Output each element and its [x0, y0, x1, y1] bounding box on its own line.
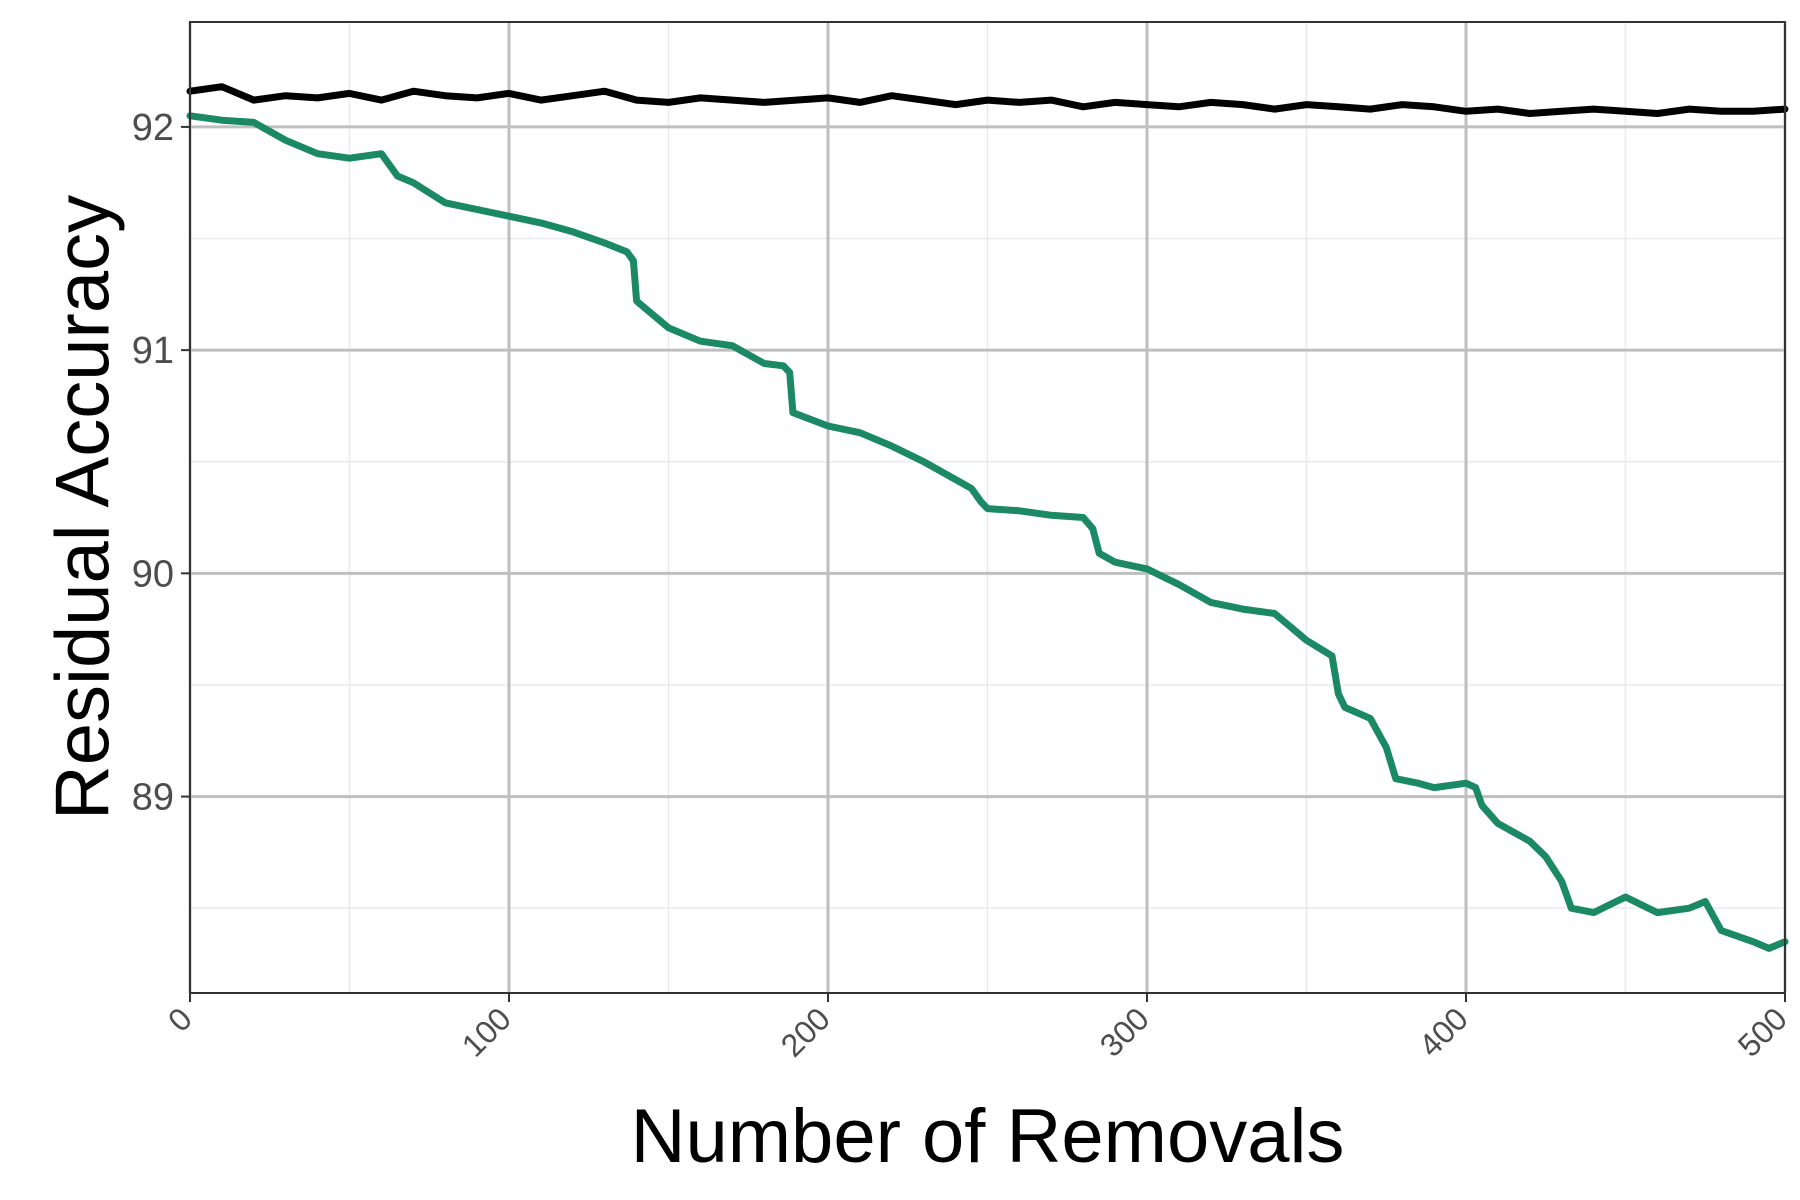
x-axis-title: Number of Removals [631, 1094, 1345, 1179]
series-lines [186, 83, 1789, 952]
series-line-1 [186, 83, 1789, 117]
major-gridlines [188, 22, 1787, 993]
y-tick-label: 89 [132, 777, 174, 819]
minor-gridlines [190, 22, 1785, 993]
series-line-2 [186, 112, 1789, 952]
panel-border [189, 21, 1786, 994]
y-tick-label: 92 [132, 107, 174, 149]
y-axis-ticks: 89 90 91 92 [132, 107, 190, 819]
y-axis-title: Residual Accuracy [41, 195, 126, 820]
y-tick-label: 91 [132, 330, 174, 372]
y-tick-label: 90 [132, 553, 174, 595]
